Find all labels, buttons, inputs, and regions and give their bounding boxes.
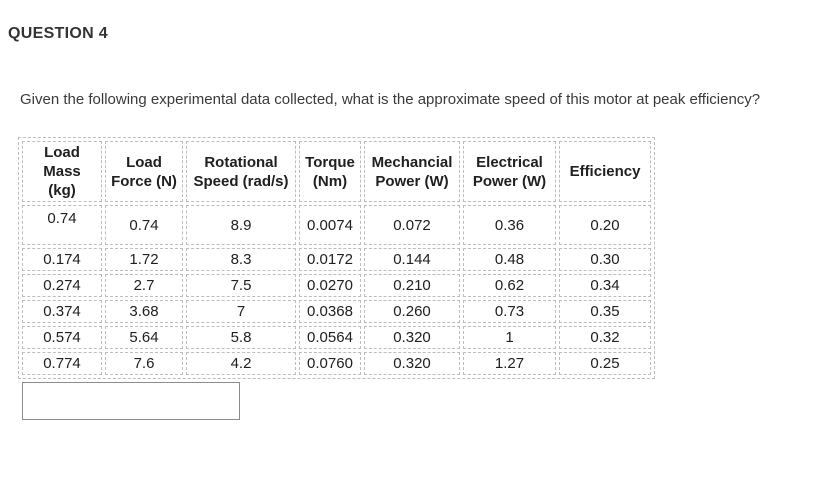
experimental-data-table: Load Mass (kg) Load Force (N) Rotational S…	[18, 137, 655, 379]
table-header-row: Load Mass (kg) Load Force (N) Rotational S…	[22, 141, 651, 202]
table-cell: 5.64	[105, 326, 183, 349]
table-cell: 0.73	[463, 300, 556, 323]
table-cell: 5.8	[186, 326, 296, 349]
table-cell: 8.3	[186, 248, 296, 271]
table-row: 0.74 0.74 8.9 0.0074 0.072 0.36 0.20	[22, 205, 651, 245]
table-cell: 0.144	[364, 248, 460, 271]
table-cell: 0.30	[559, 248, 651, 271]
table-cell: 0.320	[364, 352, 460, 375]
table-row: 0.574 5.64 5.8 0.0564 0.320 1 0.32	[22, 326, 651, 349]
question-text: Given the following experimental data co…	[20, 91, 761, 108]
table-cell: 0.48	[463, 248, 556, 271]
table-cell: 0.0760	[299, 352, 361, 375]
table-cell: 7	[186, 300, 296, 323]
table-header-cell: Electrical Power (W)	[463, 141, 556, 202]
table-cell: 0.25	[559, 352, 651, 375]
table-cell: 7.6	[105, 352, 183, 375]
table-cell: 0.0074	[299, 205, 361, 245]
table-cell: 0.072	[364, 205, 460, 245]
table-cell: 0.32	[559, 326, 651, 349]
table-header-cell: Torque (Nm)	[299, 141, 361, 202]
table-cell: 0.34	[559, 274, 651, 297]
table-cell: 0.774	[22, 352, 102, 375]
table-cell: 0.20	[559, 205, 651, 245]
table-cell: 3.68	[105, 300, 183, 323]
table-cell: 1.72	[105, 248, 183, 271]
table-head: Load Mass (kg) Load Force (N) Rotational S…	[22, 141, 651, 202]
table-cell: 8.9	[186, 205, 296, 245]
answer-input[interactable]	[22, 382, 240, 420]
table-row: 0.274 2.7 7.5 0.0270 0.210 0.62 0.34	[22, 274, 651, 297]
table-cell: 0.74	[105, 205, 183, 245]
table-cell: 0.35	[559, 300, 651, 323]
table-cell: 0.74	[22, 205, 102, 245]
table-cell: 7.5	[186, 274, 296, 297]
table-header-cell: Efficiency	[559, 141, 651, 202]
table-cell: 0.210	[364, 274, 460, 297]
table-cell: 0.374	[22, 300, 102, 323]
table-cell: 0.320	[364, 326, 460, 349]
table-header-cell: Mechancial Power (W)	[364, 141, 460, 202]
table-cell: 0.62	[463, 274, 556, 297]
question-title: QUESTION 4	[8, 25, 108, 42]
table-header-cell: Load Force (N)	[105, 141, 183, 202]
table-cell: 0.0564	[299, 326, 361, 349]
table-header-cell: Rotational Speed (rad/s)	[186, 141, 296, 202]
table-row: 0.374 3.68 7 0.0368 0.260 0.73 0.35	[22, 300, 651, 323]
table-cell: 4.2	[186, 352, 296, 375]
table-cell: 0.0172	[299, 248, 361, 271]
table-cell: 0.274	[22, 274, 102, 297]
table-row: 0.774 7.6 4.2 0.0760 0.320 1.27 0.25	[22, 352, 651, 375]
table-cell: 0.0270	[299, 274, 361, 297]
table-cell: 1.27	[463, 352, 556, 375]
table-row: 0.174 1.72 8.3 0.0172 0.144 0.48 0.30	[22, 248, 651, 271]
table-cell: 0.0368	[299, 300, 361, 323]
table-cell: 0.574	[22, 326, 102, 349]
table-cell: 1	[463, 326, 556, 349]
table-body: 0.74 0.74 8.9 0.0074 0.072 0.36 0.20 0.174 1.72 8…	[22, 205, 651, 375]
table-cell: 0.174	[22, 248, 102, 271]
table-cell: 0.36	[463, 205, 556, 245]
table-cell: 2.7	[105, 274, 183, 297]
table-header-cell: Load Mass (kg)	[22, 141, 102, 202]
question-page: QUESTION 4 Given the following experimen…	[0, 25, 818, 420]
table-cell: 0.260	[364, 300, 460, 323]
